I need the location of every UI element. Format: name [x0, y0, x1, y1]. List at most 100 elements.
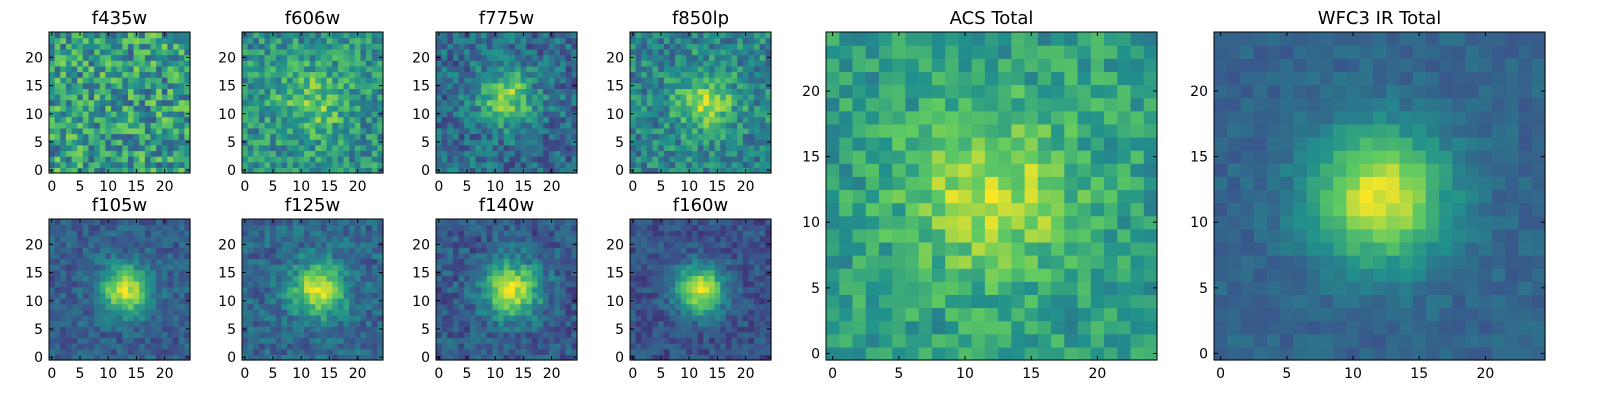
- heatmap-cell: [560, 144, 567, 152]
- heatmap-cell: [652, 303, 659, 310]
- heatmap-cell: [498, 343, 505, 350]
- heatmap-cell: [49, 320, 56, 327]
- heatmap-cell: [320, 133, 328, 140]
- heatmap-cell: [742, 314, 750, 322]
- heatmap-cell: [144, 127, 152, 135]
- heatmap-cell: [287, 37, 294, 44]
- heatmap-cell: [458, 241, 465, 248]
- heatmap-cell: [337, 235, 345, 243]
- heatmap-cell: [315, 133, 322, 140]
- heatmap-cell: [178, 144, 185, 152]
- heatmap-cell: [178, 71, 185, 78]
- heatmap-cell: [663, 82, 671, 89]
- heatmap-cell: [82, 281, 90, 288]
- heatmap-cell: [571, 309, 578, 316]
- heatmap-cell: [697, 343, 704, 350]
- heatmap-cell: [337, 275, 345, 282]
- heatmap-cell: [144, 219, 152, 226]
- heatmap-cell: [498, 354, 505, 361]
- heatmap-cell: [481, 275, 488, 282]
- heatmap-cell: [571, 105, 578, 112]
- heatmap-cell: [139, 43, 146, 50]
- heatmap-cell: [447, 88, 454, 95]
- heatmap-cell: [275, 292, 283, 299]
- heatmap-cell: [99, 161, 106, 168]
- heatmap-cell: [60, 37, 67, 44]
- heatmap-cell: [759, 37, 766, 44]
- heatmap-cell: [725, 54, 733, 61]
- heatmap-cell: [242, 303, 249, 310]
- heatmap-cell: [537, 156, 544, 163]
- heatmap-cell: [99, 127, 106, 135]
- heatmap-cell: [571, 252, 578, 260]
- heatmap-cell: [184, 99, 191, 106]
- heatmap-cell: [366, 348, 373, 355]
- heatmap-cell: [150, 309, 157, 316]
- heatmap-cell: [354, 343, 362, 350]
- heatmap-cell: [178, 150, 185, 157]
- heatmap-cell: [287, 235, 294, 243]
- heatmap-cell: [150, 133, 157, 140]
- heatmap-cell: [447, 105, 454, 112]
- heatmap-cell: [88, 286, 95, 293]
- heatmap-cell: [531, 133, 539, 140]
- heatmap-cell: [759, 320, 766, 327]
- heatmap-cell: [703, 37, 710, 44]
- heatmap-cell: [184, 37, 191, 44]
- heatmap-cell: [708, 32, 716, 39]
- heatmap-cell: [486, 37, 493, 44]
- y-tick-label: 10: [218, 107, 236, 123]
- heatmap-cell: [281, 326, 288, 333]
- heatmap-cell: [531, 337, 539, 344]
- heatmap-cell: [332, 161, 339, 168]
- heatmap-cell: [71, 348, 78, 355]
- heatmap-cell: [754, 348, 761, 355]
- heatmap-cell: [88, 77, 95, 84]
- heatmap-cell: [167, 167, 174, 174]
- heatmap-cell: [469, 275, 477, 282]
- heatmap-cell: [49, 331, 56, 339]
- heatmap-cell: [275, 337, 283, 344]
- heatmap-cell: [94, 286, 101, 293]
- heatmap-cell: [759, 275, 766, 282]
- heatmap-cell: [759, 286, 766, 293]
- heatmap-cell: [326, 43, 333, 50]
- heatmap-cell: [537, 32, 544, 39]
- heatmap-cell: [270, 144, 277, 152]
- heatmap-cell: [161, 161, 169, 168]
- heatmap-cell: [703, 309, 710, 316]
- heatmap-cell: [156, 110, 163, 118]
- heatmap-cell: [77, 241, 84, 248]
- heatmap-cell: [247, 348, 254, 355]
- heatmap-cell: [105, 37, 112, 44]
- heatmap-cell: [731, 48, 738, 56]
- heatmap-cell: [748, 77, 755, 84]
- heatmap-cell: [105, 269, 112, 276]
- heatmap-cell: [458, 71, 465, 78]
- heatmap-cell: [178, 269, 185, 276]
- heatmap-cell: [669, 303, 676, 310]
- heatmap-cell: [754, 105, 761, 112]
- heatmap-cell: [304, 122, 311, 129]
- heatmap-cell: [258, 348, 266, 355]
- heatmap-cell: [725, 122, 733, 129]
- heatmap-cell: [703, 32, 710, 39]
- heatmap-cell: [537, 258, 544, 265]
- heatmap-cell: [292, 54, 299, 61]
- heatmap-cell: [332, 82, 339, 89]
- heatmap-cell: [543, 241, 550, 248]
- heatmap-cell: [287, 314, 294, 322]
- heatmap-cell: [560, 314, 567, 322]
- heatmap-cell: [264, 37, 271, 44]
- heatmap-cell: [498, 99, 505, 106]
- heatmap-cell: [526, 71, 533, 78]
- heatmap-cell: [531, 88, 539, 95]
- heatmap-cell: [366, 82, 373, 89]
- x-tick-label: 20: [737, 179, 755, 195]
- heatmap-cell: [697, 37, 704, 44]
- heatmap-cell: [436, 303, 443, 310]
- heatmap-cell: [247, 224, 254, 231]
- heatmap-cell: [139, 252, 146, 260]
- heatmap-cell: [144, 320, 152, 327]
- heatmap-cell: [292, 269, 299, 276]
